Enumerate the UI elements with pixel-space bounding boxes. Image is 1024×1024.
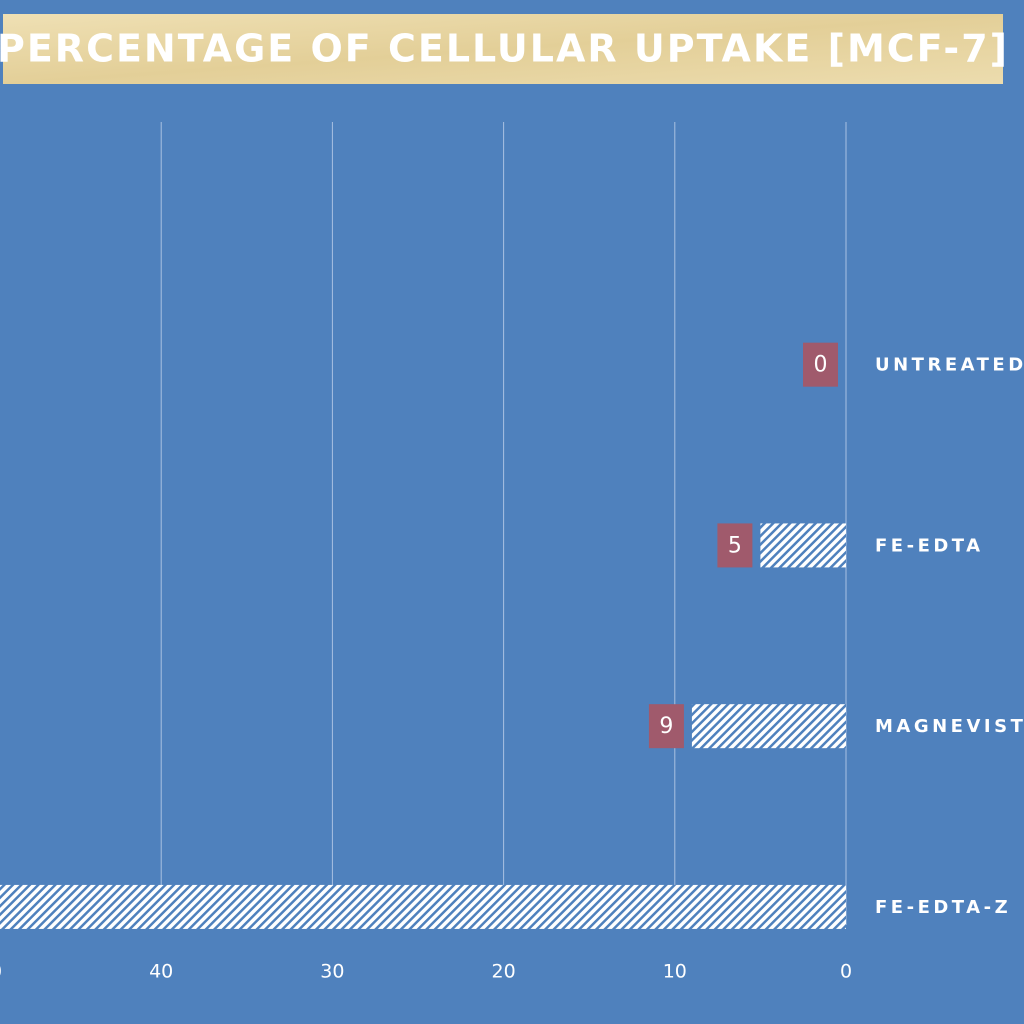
data-label-box [803,342,838,387]
data-label: 5 [728,533,742,558]
x-tick-label: 40 [149,961,173,983]
data-label: 9 [659,714,673,739]
x-tick-label: 10 [663,961,687,983]
bar [0,884,846,929]
bar [691,704,846,749]
data-label-box [717,523,753,568]
data-label-box [648,704,684,749]
y-tick-label: MAGNEVIST [875,716,1024,737]
bar [760,523,846,568]
x-tick-label: 30 [320,961,344,983]
x-tick-label: 0 [840,961,852,983]
y-tick-label: FE-EDTA-Z [875,897,1011,918]
y-tick-label: UNTREATED [875,355,1024,376]
title-box [3,14,1003,84]
data-label: 0 [814,353,828,378]
x-tick-label: 50 [0,961,2,983]
chart-title: PERCENTAGE OF CELLULAR UPTAKE [MCF-7] [0,27,1009,71]
y-tick-label: FE-EDTA [875,535,984,556]
x-tick-label: 20 [492,961,516,983]
